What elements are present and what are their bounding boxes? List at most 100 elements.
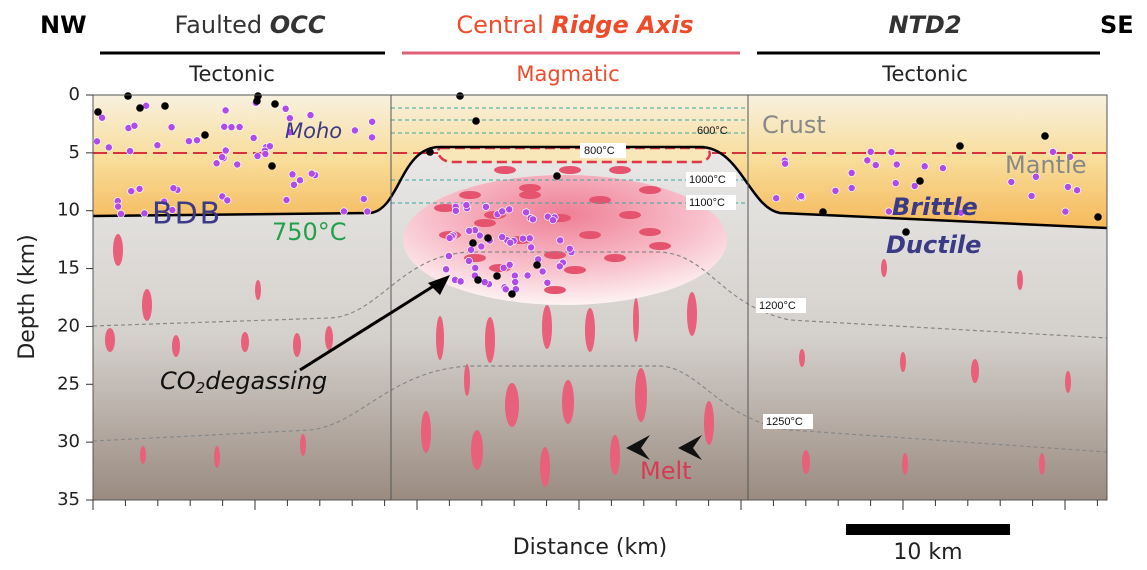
earthquake — [136, 185, 143, 192]
earthquake-black — [268, 162, 276, 170]
y-axis-label: Depth (km) — [15, 234, 40, 359]
melt-pocket — [802, 450, 810, 474]
melt-pocket — [971, 359, 979, 383]
earthquake — [282, 105, 289, 112]
title-emph: OCC — [270, 11, 326, 39]
melt-pocket — [241, 332, 249, 352]
earthquake — [117, 210, 124, 217]
earthquake — [228, 124, 235, 131]
earthquake-black — [956, 142, 964, 150]
earthquake — [290, 181, 297, 188]
melt-pocket — [113, 234, 123, 266]
melt-lens — [519, 191, 541, 199]
earthquake — [193, 137, 200, 144]
earthquake-black — [533, 261, 541, 269]
melt-lens — [459, 191, 481, 199]
earthquake-black — [819, 208, 827, 216]
melt-pocket — [255, 280, 261, 300]
section-subtitle: Magmatic — [516, 62, 619, 86]
earthquake-black — [94, 108, 102, 116]
section-subtitle: Tectonic — [881, 62, 968, 86]
earthquake — [529, 216, 536, 223]
earthquake-black — [161, 102, 169, 110]
earthquake — [340, 208, 347, 215]
melt-label: Melt — [640, 457, 692, 485]
earthquake — [872, 161, 879, 168]
melt-pocket — [540, 447, 550, 487]
melt-pocket — [142, 289, 152, 321]
melt-pocket — [585, 308, 595, 352]
earthquake — [445, 252, 452, 259]
earthquake — [526, 235, 533, 242]
nw-label: NW — [40, 11, 87, 39]
melt-lens — [519, 184, 541, 192]
melt-lens — [609, 166, 631, 174]
earthquake — [351, 127, 358, 134]
melt-pocket — [421, 411, 431, 453]
melt-pocket — [293, 333, 301, 357]
melt-pocket — [900, 352, 906, 372]
earthquake — [848, 184, 855, 191]
x-ticks — [93, 500, 1097, 510]
earthquake — [893, 161, 900, 168]
earthquake — [364, 208, 371, 215]
earthquake-black — [136, 104, 144, 112]
earthquake — [506, 206, 513, 213]
melt-pocket — [172, 335, 180, 357]
earthquake — [141, 210, 148, 217]
earthquake — [224, 197, 231, 204]
earthquake — [446, 234, 453, 241]
melt-pocket — [799, 349, 805, 367]
earthquake — [457, 278, 464, 285]
melt-pocket — [562, 380, 574, 424]
crust-label: Crust — [762, 111, 826, 139]
melt-lens — [604, 254, 626, 262]
melt-pocket — [633, 298, 639, 342]
earthquake — [549, 217, 556, 224]
earthquake — [506, 261, 513, 268]
earthquake — [222, 147, 229, 154]
earthquake — [864, 157, 871, 164]
earthquake-black — [426, 148, 434, 156]
earthquake-black — [474, 276, 482, 284]
melt-pocket — [464, 364, 470, 396]
earthquake — [308, 170, 315, 177]
melt-lens — [619, 211, 641, 219]
earthquake — [512, 278, 519, 285]
earthquake — [539, 268, 546, 275]
melt-pocket — [140, 446, 146, 464]
earthquake — [556, 263, 563, 270]
earthquake — [832, 187, 839, 194]
isotherm-label: 1250°C — [766, 416, 803, 428]
isotherm-label: 800°C — [584, 145, 615, 157]
section-title: Faulted OCC — [175, 11, 326, 39]
mantle-label: Mantle — [1005, 151, 1086, 179]
earthquake — [519, 235, 526, 242]
earthquake — [369, 118, 376, 125]
melt-lens — [564, 266, 586, 274]
ductile-label: Ductile — [886, 231, 981, 259]
earthquake — [467, 246, 474, 253]
earthquake — [126, 147, 133, 154]
scale-bar — [846, 524, 1010, 535]
earthquake — [1008, 178, 1015, 185]
melt-lens — [474, 219, 496, 227]
earthquake — [798, 192, 805, 199]
melt-lens — [544, 286, 566, 294]
earthquake-black — [472, 117, 480, 125]
earthquake — [254, 152, 261, 159]
earthquake-black — [456, 92, 464, 100]
y-tick-label: 35 — [57, 489, 80, 510]
title-prefix: Faulted — [175, 11, 263, 39]
earthquake-black — [1094, 213, 1102, 221]
earthquake — [168, 124, 175, 131]
earthquake — [888, 148, 895, 155]
melt-pocket — [881, 259, 887, 277]
earthquake — [296, 177, 303, 184]
section-title: Central Ridge Axis — [456, 11, 693, 39]
earthquake-black — [508, 290, 516, 298]
y-tick-label: 15 — [57, 258, 80, 279]
scale-bar-label: 10 km — [893, 540, 962, 565]
melt-lens — [639, 228, 661, 236]
earthquake — [131, 122, 138, 129]
